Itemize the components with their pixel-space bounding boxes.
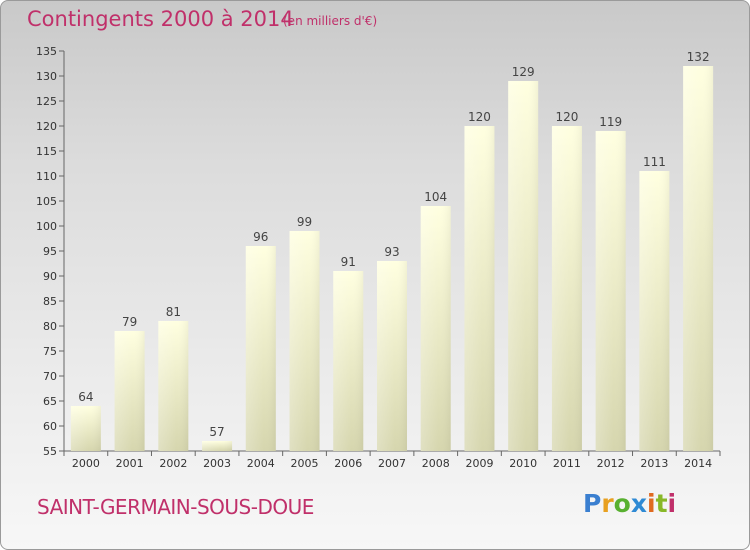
logo-letter: r bbox=[601, 489, 614, 518]
x-tick-label: 2000 bbox=[72, 457, 100, 470]
x-tick-label: 2008 bbox=[422, 457, 450, 470]
y-tick-label: 85 bbox=[43, 295, 57, 308]
bar-shade bbox=[639, 171, 670, 451]
logo-letter: o bbox=[613, 489, 631, 518]
x-tick-label: 2006 bbox=[334, 457, 362, 470]
x-tick-label: 2007 bbox=[378, 457, 406, 470]
bar-value-label: 120 bbox=[468, 110, 491, 124]
x-tick-label: 2014 bbox=[684, 457, 712, 470]
chart-title: Contingents 2000 à 2014 bbox=[27, 7, 294, 31]
bar-shade bbox=[551, 126, 582, 451]
y-tick-label: 135 bbox=[36, 45, 57, 58]
bar-shade bbox=[333, 271, 364, 451]
x-tick-label: 2010 bbox=[509, 457, 537, 470]
bar-value-label: 79 bbox=[122, 315, 137, 329]
y-tick-label: 115 bbox=[36, 145, 57, 158]
bar-value-label: 120 bbox=[555, 110, 578, 124]
x-tick-label: 2003 bbox=[203, 457, 231, 470]
chart-bars bbox=[70, 66, 714, 451]
chart-unit: (en milliers d'€) bbox=[283, 14, 378, 28]
bar-value-label: 99 bbox=[297, 215, 312, 229]
logo-letter: i bbox=[667, 489, 677, 518]
bar-value-label: 81 bbox=[166, 305, 181, 319]
y-tick-label: 65 bbox=[43, 395, 57, 408]
y-tick-label: 80 bbox=[43, 320, 57, 333]
bar-shade bbox=[202, 441, 233, 451]
bar-shade bbox=[377, 261, 407, 451]
place-name: SAINT-GERMAIN-SOUS-DOUE bbox=[37, 495, 314, 519]
bar-shade bbox=[158, 321, 189, 451]
bar-shade bbox=[683, 66, 714, 451]
logo-letter: x bbox=[630, 489, 647, 518]
y-tick-label: 55 bbox=[43, 445, 57, 458]
bar-value-label: 111 bbox=[643, 155, 666, 169]
chart-labels: 64 79 81 57 96 99 91 93 104 120 129 120 119 111 132 bbox=[78, 50, 709, 439]
chart-axes: 55 60 65 70 75 80 85 90 95 100 105 110 115 120 125 130 1… bbox=[36, 45, 721, 470]
y-tick-label: 95 bbox=[43, 245, 57, 258]
y-tick-label: 90 bbox=[43, 270, 57, 283]
x-tick-label: 2001 bbox=[116, 457, 144, 470]
x-tick-label: 2011 bbox=[553, 457, 581, 470]
x-tick-label: 2009 bbox=[465, 457, 493, 470]
bar-value-label: 91 bbox=[341, 255, 356, 269]
bar-shade bbox=[114, 331, 145, 451]
bar-value-label: 104 bbox=[424, 190, 447, 204]
bar-shade bbox=[595, 131, 626, 451]
bar-shade bbox=[508, 81, 539, 451]
y-tick-label: 100 bbox=[36, 220, 57, 233]
bar-shade bbox=[289, 231, 320, 451]
x-tick-label: 2004 bbox=[247, 457, 275, 470]
bar-value-label: 93 bbox=[384, 245, 399, 259]
y-tick-label: 130 bbox=[36, 70, 57, 83]
y-tick-label: 110 bbox=[36, 170, 57, 183]
y-tick-label: 125 bbox=[36, 95, 57, 108]
x-tick-label: 2013 bbox=[640, 457, 668, 470]
proxiti-logo[interactable]: Proxiti bbox=[583, 489, 676, 518]
bar-value-label: 96 bbox=[253, 230, 268, 244]
y-tick-label: 70 bbox=[43, 370, 57, 383]
logo-letter: P bbox=[583, 489, 602, 518]
bar-shade bbox=[245, 246, 276, 451]
bar-shade bbox=[464, 126, 495, 451]
logo-letter: i bbox=[647, 489, 656, 518]
y-tick-label: 120 bbox=[36, 120, 57, 133]
y-tick-label: 105 bbox=[36, 195, 57, 208]
x-tick-label: 2005 bbox=[291, 457, 319, 470]
bar-value-label: 129 bbox=[512, 65, 535, 79]
bar-shade bbox=[420, 206, 451, 451]
x-tick-label: 2002 bbox=[159, 457, 187, 470]
bar-value-label: 132 bbox=[687, 50, 710, 64]
y-tick-label: 75 bbox=[43, 345, 57, 358]
bar-value-label: 64 bbox=[78, 390, 93, 404]
bar-shade bbox=[70, 406, 101, 451]
x-tick-label: 2012 bbox=[597, 457, 625, 470]
y-tick-label: 60 bbox=[43, 420, 57, 433]
bar-value-label: 119 bbox=[599, 115, 622, 129]
bar-value-label: 57 bbox=[209, 425, 224, 439]
logo-letter: t bbox=[655, 489, 668, 518]
